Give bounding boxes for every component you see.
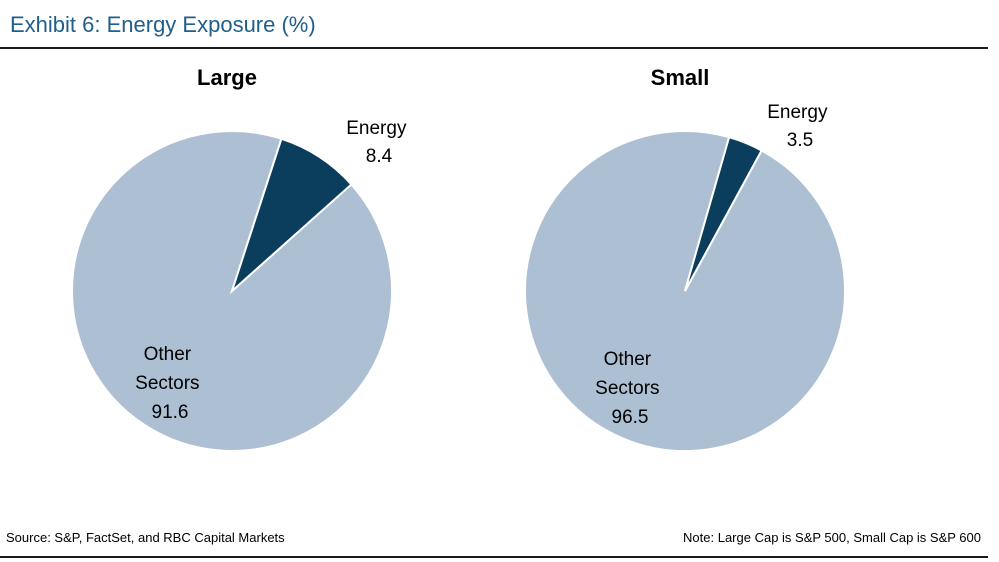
top-rule	[0, 47, 988, 49]
pie-charts: Large Energy 8.4 Other Sectors 91.6 Smal…	[71, 65, 846, 452]
small-energy-slice	[684, 135, 763, 292]
small-energy-value: 3.5	[787, 130, 813, 151]
bottom-rule	[0, 556, 988, 558]
small-pie: Small Energy 3.5 Other Sectors 96.5	[524, 65, 846, 452]
small-other-name-2: Sectors	[595, 378, 659, 399]
small-energy-label: Energy 3.5	[767, 102, 832, 151]
small-energy-name: Energy	[767, 102, 828, 123]
large-other-name-2: Sectors	[135, 373, 199, 394]
large-other-value: 91.6	[152, 402, 189, 423]
cap-note: Note: Large Cap is S&P 500, Small Cap is…	[683, 530, 981, 545]
small-other-name-1: Other	[604, 349, 652, 370]
large-energy-slice	[229, 137, 353, 295]
large-other-name-1: Other	[144, 344, 192, 365]
exhibit-title: Exhibit 6: Energy Exposure (%)	[10, 12, 316, 37]
large-pie: Large Energy 8.4 Other Sectors 91.6	[71, 65, 411, 452]
large-other-label: Other Sectors 91.6	[135, 344, 205, 423]
small-other-value: 96.5	[612, 407, 649, 428]
large-energy-value: 8.4	[366, 146, 393, 167]
source-note: Source: S&P, FactSet, and RBC Capital Ma…	[6, 530, 285, 545]
small-other-label: Other Sectors 96.5	[595, 349, 665, 428]
small-pie-title: Small	[651, 65, 710, 90]
large-energy-name: Energy	[346, 118, 407, 139]
large-pie-title: Large	[197, 65, 257, 90]
large-energy-label: Energy 8.4	[346, 118, 411, 167]
